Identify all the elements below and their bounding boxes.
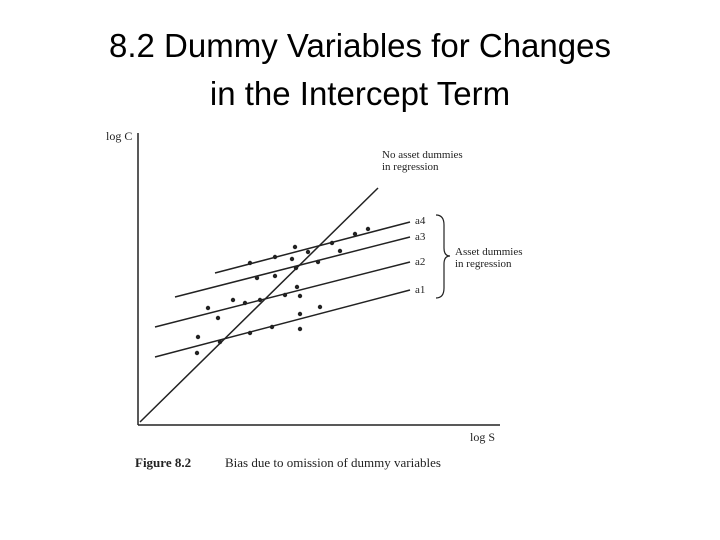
- group-line: [154, 261, 411, 328]
- annotation: No asset dummies: [382, 149, 463, 161]
- observations: [194, 226, 371, 356]
- brace: [435, 214, 451, 299]
- x-axis-label: log S: [470, 430, 495, 444]
- line-label: a3: [415, 231, 426, 243]
- caption-number: Figure 8.2: [135, 455, 191, 470]
- pooled-line: [139, 187, 379, 423]
- title-line: 8.2 Dummy Variables for Changes: [109, 27, 611, 64]
- annotation: Asset dummies: [455, 246, 523, 258]
- group-line: [174, 236, 411, 298]
- annotation: in regression: [455, 258, 512, 270]
- line-label: a1: [415, 284, 425, 296]
- group-line: [154, 289, 411, 358]
- group-line: [214, 221, 411, 274]
- annotation: in regression: [382, 161, 439, 173]
- slide-title: 8.2 Dummy Variables for Changes in the I…: [0, 22, 720, 118]
- line-label: a4: [415, 215, 426, 227]
- title-line: in the Intercept Term: [209, 75, 511, 112]
- caption: Bias due to omission of dummy variables: [225, 455, 441, 470]
- line-label: a2: [415, 256, 425, 268]
- y-axis-label: log C: [106, 129, 132, 143]
